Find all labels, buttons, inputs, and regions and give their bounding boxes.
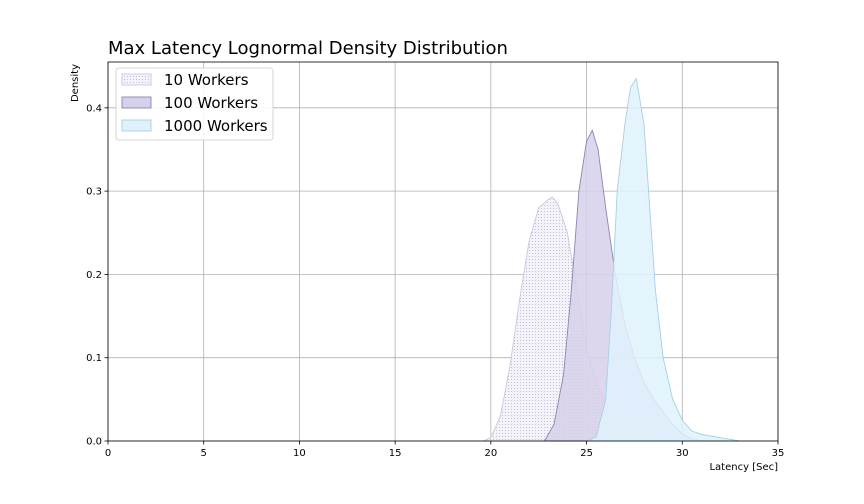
y-tick-label: 0.4 <box>86 103 102 114</box>
y-axis-label: Density <box>70 64 81 102</box>
y-tick-label: 0.3 <box>86 187 102 198</box>
y-tick-label: 0.1 <box>86 353 102 364</box>
series-layer <box>483 77 740 442</box>
legend: 10 Workers 100 Workers 1000 Workers <box>115 67 274 141</box>
x-tick-label: 15 <box>389 448 402 459</box>
chart-title: Max Latency Lognormal Density Distributi… <box>108 38 508 59</box>
x-tick-label: 25 <box>580 448 593 459</box>
x-axis-label: Latency [Sec] <box>709 462 778 473</box>
x-tick-label: 35 <box>772 448 785 459</box>
plot-frame <box>107 61 779 442</box>
x-tick-label: 30 <box>676 448 689 459</box>
x-tick-label: 0 <box>105 448 111 459</box>
y-axis-ticks: 0.0 0.1 0.2 0.3 0.4 <box>86 103 108 448</box>
legend-swatch <box>121 96 152 109</box>
legend-box <box>115 67 274 141</box>
density-area-3 <box>586 77 740 442</box>
x-tick-label: 20 <box>484 448 497 459</box>
y-tick-label: 0.2 <box>86 270 102 281</box>
legend-label: 1000 Workers <box>164 117 268 135</box>
legend-swatch <box>121 73 152 86</box>
x-tick-label: 5 <box>201 448 207 459</box>
legend-swatch <box>121 119 152 132</box>
legend-label: 100 Workers <box>164 94 258 112</box>
y-tick-label: 0.0 <box>86 437 102 448</box>
x-tick-label: 10 <box>293 448 306 459</box>
x-axis-ticks: 0 5 10 15 20 25 30 35 <box>105 441 785 459</box>
plot-area <box>107 61 779 442</box>
legend-label: 10 Workers <box>164 71 249 89</box>
